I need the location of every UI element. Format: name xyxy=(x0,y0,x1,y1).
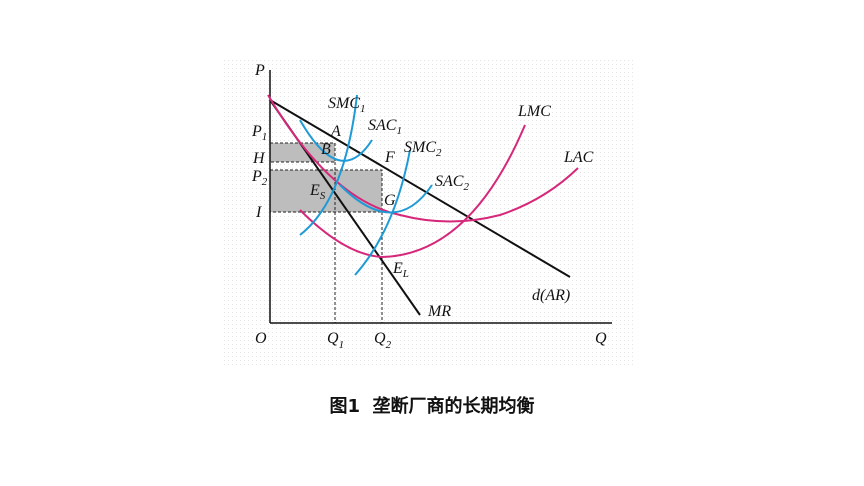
point-label: EL xyxy=(392,260,409,280)
curve-label: SAC2 xyxy=(435,173,469,193)
sac1-curve xyxy=(299,119,373,162)
smc2-curve xyxy=(354,149,411,276)
sac2-curve xyxy=(339,184,433,214)
label-main: SAC xyxy=(368,117,397,134)
curve-label: SMC1 xyxy=(328,95,366,115)
curve-label: MR xyxy=(427,303,451,320)
label-main: Q xyxy=(374,330,386,347)
point-label: ES xyxy=(309,182,326,202)
label-main: E xyxy=(309,182,320,199)
label-sub: 1 xyxy=(396,125,402,137)
label-main: SAC xyxy=(435,173,464,190)
price-label: P2 xyxy=(251,168,268,188)
lac-curve xyxy=(267,94,579,223)
label-sub: S xyxy=(320,190,326,202)
lmc-curve xyxy=(299,124,526,259)
caption: 图1 垄断厂商的长期均衡 xyxy=(329,395,534,417)
x-axis-label: Q xyxy=(595,330,607,347)
background xyxy=(222,60,636,366)
point-label: B xyxy=(321,141,331,158)
quantity-label: Q1 xyxy=(327,330,344,351)
label-main: SMC xyxy=(404,139,436,156)
y-axis-label: P xyxy=(254,62,265,79)
curve-label: SAC1 xyxy=(368,117,402,137)
label-main: P xyxy=(251,123,262,140)
point-label: A xyxy=(330,123,341,140)
point-label: F xyxy=(384,149,395,166)
origin-label: O xyxy=(255,330,267,347)
curve-label: SMC2 xyxy=(404,139,442,159)
label-sub: 2 xyxy=(262,176,268,188)
demand-line xyxy=(269,99,571,278)
price-label: I xyxy=(255,204,262,221)
label-sub: 2 xyxy=(386,339,392,351)
curve-label: LMC xyxy=(517,103,551,120)
label-main: Q xyxy=(327,330,339,347)
curve-label: LAC xyxy=(563,149,594,166)
label-sub: 2 xyxy=(436,147,442,159)
label-main: P xyxy=(251,168,262,185)
label-sub: 1 xyxy=(360,103,366,115)
point-label: G xyxy=(384,192,396,209)
quantity-label: Q2 xyxy=(374,330,392,351)
label-sub: 2 xyxy=(463,181,469,193)
label-sub: 1 xyxy=(339,339,345,351)
price-label: P1 xyxy=(251,123,267,143)
label-main: SMC xyxy=(328,95,360,112)
label-sub: L xyxy=(402,268,409,280)
label-sub: 1 xyxy=(262,131,268,143)
price-label: H xyxy=(252,150,266,167)
curve-label: d(AR) xyxy=(532,287,570,304)
label-main: E xyxy=(392,260,403,277)
smc1-curve xyxy=(299,94,358,236)
